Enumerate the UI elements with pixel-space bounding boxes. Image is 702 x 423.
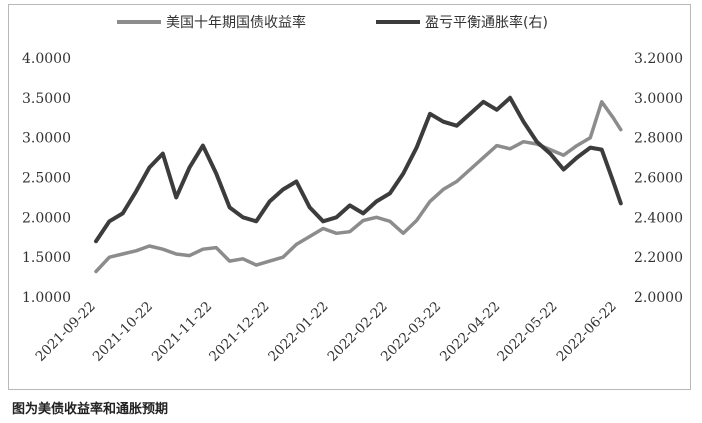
x-tick-label: 2021-11-22 [149,299,215,365]
x-tick-label: 2021-10-22 [90,299,156,365]
x-tick-label: 2022-01-22 [265,299,331,365]
x-tick-label: 2021-12-22 [206,299,272,365]
y-left-tick-label: 2.5000 [22,171,71,187]
y-left-tick-label: 1.0000 [22,290,71,306]
y-left-tick-label: 3.0000 [22,131,71,147]
y-right-tick-label: 2.0000 [634,290,683,306]
chart-frame: 美国十年期国债收益率 盈亏平衡通胀率(右) 1.0000 1.5000 2.0000… [8,4,691,390]
legend-label-breakeven: 盈亏平衡通胀率(右) [425,14,548,31]
y-left-tick-label: 2.0000 [22,210,71,226]
figure-caption: 图为美债收益率和通胀预期 [12,402,169,417]
x-tick-label: 2022-04-22 [437,299,503,365]
series-layer [94,95,623,274]
x-tick-label: 2022-05-22 [494,299,560,365]
y-right-tick-label: 3.0000 [634,91,683,107]
y-right-tick-label: 2.2000 [634,250,683,266]
x-tick-label: 2021-09-22 [32,299,98,365]
y-right-tick-label: 3.2000 [634,51,683,67]
y-left-tick-label: 3.5000 [22,91,71,107]
y-left-tick-label: 1.5000 [22,250,71,266]
y-right-tick-label: 2.6000 [634,171,683,187]
series-line-breakeven-inflation [94,95,623,244]
y-right-tick-label: 2.8000 [634,131,683,147]
y-right-tick-label: 2.4000 [634,210,683,226]
line-chart: 美国十年期国债收益率 盈亏平衡通胀率(右) 1.0000 1.5000 2.0000… [22,14,683,365]
x-tick-label: 2022-06-22 [553,299,619,365]
y-left-tick-label: 4.0000 [22,51,71,67]
legend-label-treasury: 美国十年期国债收益率 [166,14,306,31]
legend: 美国十年期国债收益率 盈亏平衡通胀率(右) [117,14,548,31]
